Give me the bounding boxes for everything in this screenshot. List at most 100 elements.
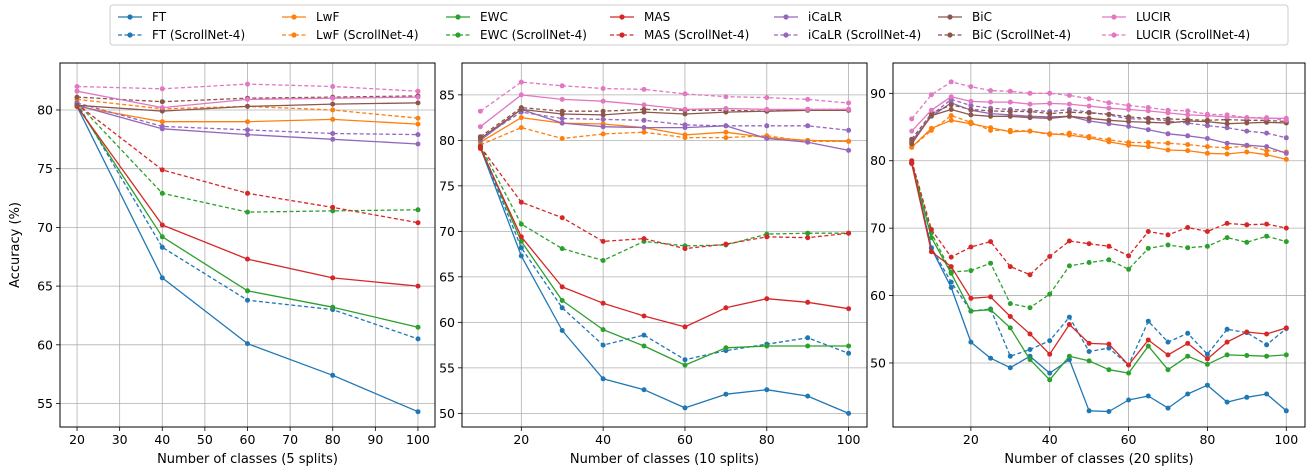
ticks: 20 40 60 80 100 50 55 60 65 70 75 80 85 — [439, 87, 860, 447]
data-point — [1047, 338, 1053, 344]
data-point — [1145, 318, 1151, 324]
data-point — [1145, 144, 1151, 150]
data-point — [559, 298, 565, 303]
data-point — [846, 343, 852, 349]
series — [74, 100, 421, 114]
legend-item: BiC (ScrollNet-4) — [938, 28, 1071, 42]
data-point — [1066, 322, 1072, 327]
legend-marker — [619, 14, 625, 20]
series — [477, 144, 852, 252]
data-point — [600, 238, 606, 244]
data-point — [1126, 123, 1132, 129]
legend-marker — [455, 32, 461, 38]
data-point — [1244, 329, 1250, 335]
data-point — [600, 300, 606, 306]
data-point — [1283, 225, 1289, 231]
data-point — [641, 387, 647, 393]
data-point — [1027, 272, 1033, 278]
data-point — [1204, 144, 1210, 150]
data-point — [1047, 254, 1053, 259]
legend-label: LUCIR — [1136, 10, 1171, 24]
data-point — [1224, 140, 1230, 146]
data-point — [1224, 121, 1230, 127]
y-tick-label: 65 — [439, 269, 455, 284]
data-point — [559, 83, 565, 89]
data-point — [1185, 142, 1191, 148]
data-point — [518, 199, 524, 205]
data-point — [1126, 253, 1132, 259]
data-point — [928, 249, 934, 255]
series — [909, 117, 1289, 162]
data-point — [600, 116, 606, 122]
data-point — [948, 102, 954, 108]
data-point — [1066, 113, 1072, 119]
data-point — [559, 246, 565, 252]
legend-item: FT (ScrollNet-4) — [118, 28, 245, 42]
data-point — [1027, 357, 1033, 363]
series — [477, 143, 852, 263]
data-point — [948, 279, 954, 285]
data-point — [330, 131, 336, 136]
data-point — [641, 106, 647, 112]
legend-item: LwF — [282, 10, 340, 24]
data-point — [415, 100, 421, 106]
x-tick-label: 90 — [367, 432, 383, 447]
data-point — [1165, 367, 1171, 373]
data-point — [559, 136, 565, 141]
data-point — [518, 245, 524, 251]
data-point — [948, 79, 954, 85]
data-point — [1204, 117, 1210, 123]
data-point — [245, 256, 250, 262]
data-point — [641, 313, 647, 319]
data-point — [723, 345, 729, 351]
data-point — [1007, 127, 1013, 133]
data-point — [928, 127, 934, 133]
data-point — [1283, 325, 1289, 331]
data-point — [518, 125, 524, 131]
data-point — [1126, 119, 1132, 125]
series — [477, 109, 852, 141]
series — [477, 144, 852, 368]
data-point — [1264, 391, 1270, 397]
data-point — [1027, 347, 1033, 352]
data-point — [764, 234, 770, 240]
x-tick-label: 100 — [837, 432, 861, 447]
data-point — [518, 253, 524, 259]
data-point — [968, 112, 974, 118]
data-point — [805, 106, 811, 112]
data-point — [805, 123, 811, 129]
data-point — [1185, 340, 1191, 346]
y-tick-label: 75 — [37, 161, 53, 176]
legend-marker — [619, 32, 625, 38]
data-point — [1283, 150, 1289, 156]
data-point — [74, 88, 80, 94]
series-line — [911, 102, 1287, 154]
series — [909, 159, 1289, 311]
chart-panel-1: 20 30 40 50 60 70 80 90 100 55 60 65 70 75 80 Number of… — [8, 62, 436, 467]
x-axis-label: Number of classes (10 splits) — [570, 452, 759, 467]
data-point — [1047, 370, 1053, 376]
data-point — [968, 103, 974, 108]
data-point — [723, 106, 729, 111]
x-tick-label: 40 — [1042, 432, 1058, 447]
series-group — [74, 81, 421, 415]
data-point — [988, 239, 994, 245]
data-point — [1086, 349, 1092, 354]
legend-marker — [783, 32, 789, 38]
data-point — [948, 113, 954, 119]
data-point — [948, 107, 954, 112]
data-point — [1244, 115, 1250, 121]
data-point — [805, 235, 811, 241]
data-point — [1007, 109, 1013, 114]
data-point — [1047, 351, 1053, 357]
legend-label: iCaLR — [808, 10, 842, 24]
data-point — [988, 99, 994, 105]
data-point — [1086, 358, 1092, 364]
data-point — [682, 111, 688, 117]
data-point — [805, 393, 811, 399]
data-point — [988, 108, 994, 114]
data-point — [682, 135, 688, 141]
y-tick-label: 50 — [870, 355, 886, 370]
data-point — [1165, 131, 1171, 137]
data-point — [1224, 352, 1230, 358]
